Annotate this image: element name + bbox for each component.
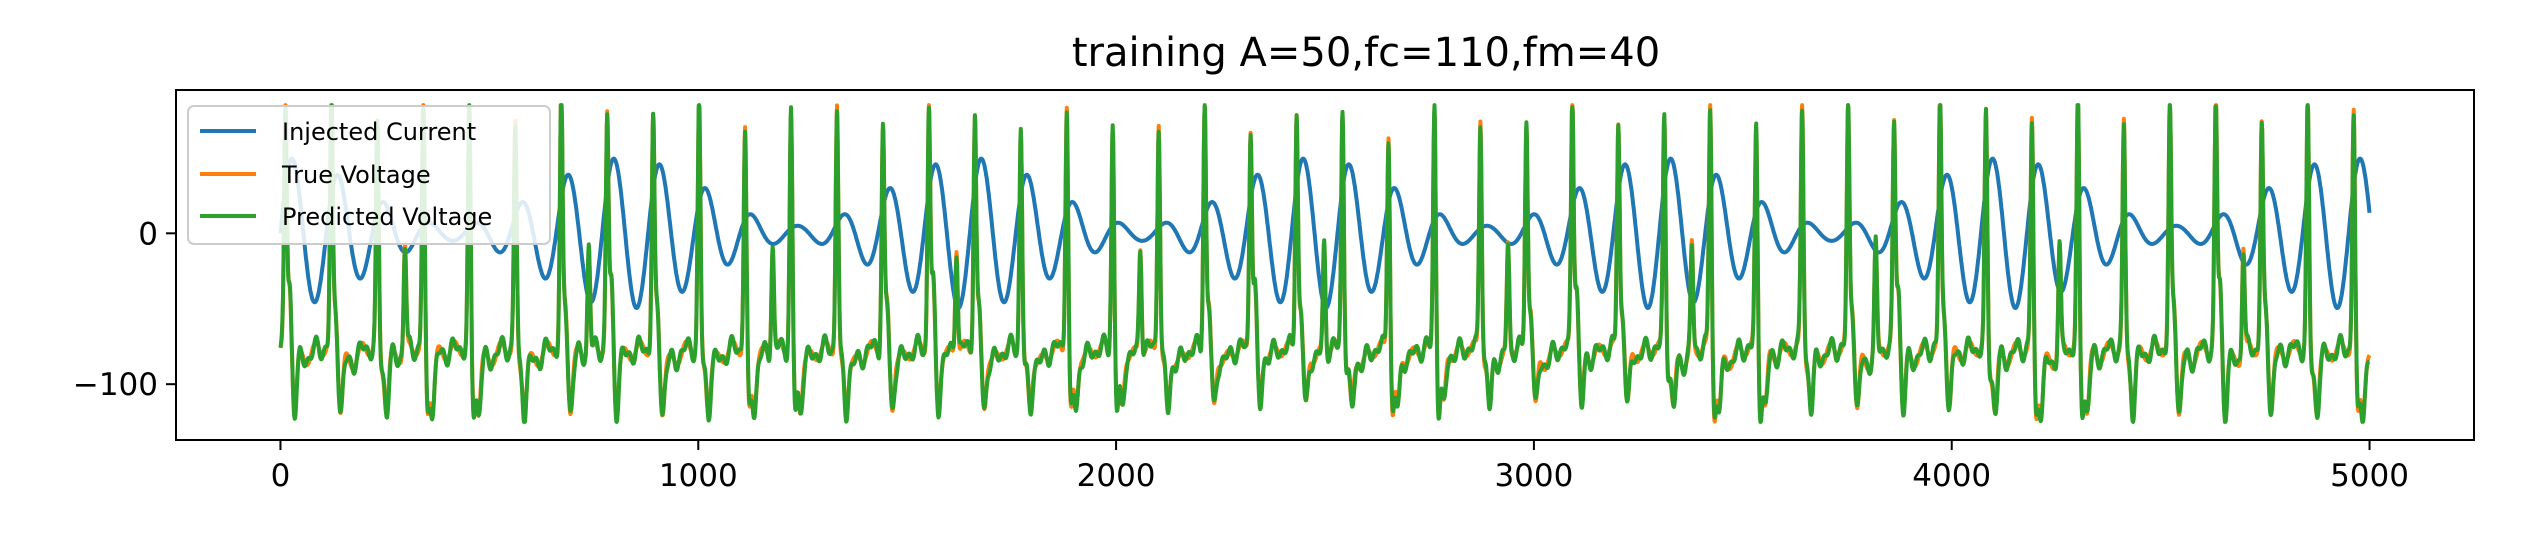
x-tick-label: 3000 [1494,458,1573,494]
legend: Injected Current True Voltage Predicted … [187,105,551,245]
series-line-predicted-voltage [278,103,2372,424]
series-layer [278,103,2372,424]
legend-label-true-voltage: True Voltage [281,161,431,189]
legend-box [187,105,551,245]
plot-frame [175,89,2475,441]
x-tick-label: 4000 [1912,458,1991,494]
x-tick-label: 5000 [2330,458,2409,494]
legend-label-predicted-voltage: Predicted Voltage [282,203,492,231]
legend-label-injected-current: Injected Current [282,118,476,146]
y-tick-label: 0 [138,216,158,252]
chart-title: training A=50,fc=110,fm=40 [1072,30,1660,76]
x-tick-label: 1000 [659,458,738,494]
x-tick-label: 2000 [1077,458,1156,494]
y-axis: 0 −100 [73,216,176,403]
y-tick-label: −100 [73,367,158,403]
x-axis: 0 1000 2000 3000 4000 5000 [271,440,2409,494]
x-tick-label: 0 [271,458,291,494]
